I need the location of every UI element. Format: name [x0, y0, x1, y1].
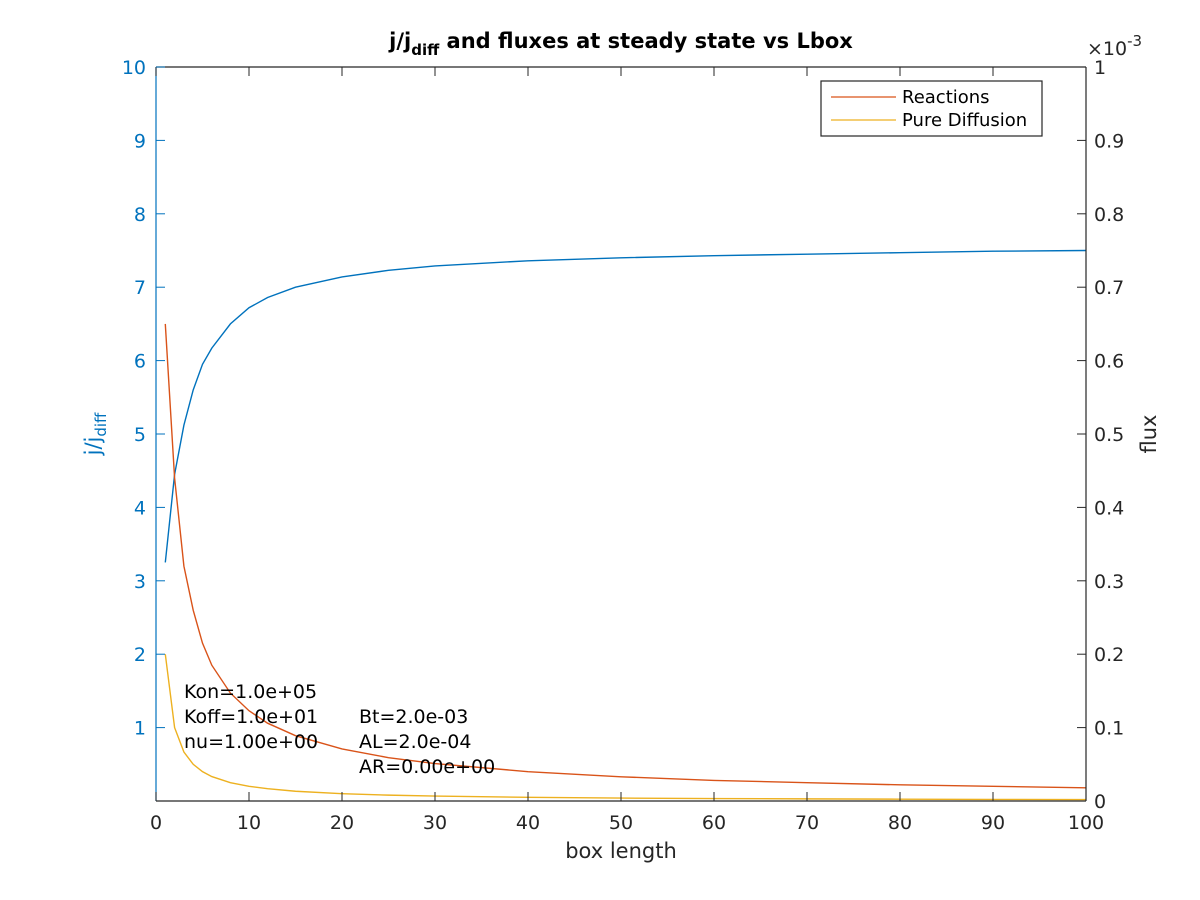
- x-tick-label: 100: [1068, 812, 1104, 834]
- y-right-tick-label: 1: [1094, 57, 1106, 79]
- x-tick-label: 0: [150, 812, 162, 834]
- y-left-tick-label: 4: [134, 497, 146, 519]
- x-tick-label: 70: [795, 812, 819, 834]
- right-axis-exponent-base: ×10: [1087, 38, 1127, 60]
- x-tick-label: 90: [981, 812, 1005, 834]
- parameter-annotations: Kon=1.0e+05 Koff=1.0e+01 nu=1.00e+00 Bt=…: [184, 681, 495, 778]
- x-tick-label: 10: [237, 812, 261, 834]
- chart-title-sub: diff: [411, 41, 440, 59]
- y-right-ticks: 0 0.1 0.2 0.3 0.4 0.5 0.6 0.7 0.8 0.9 1: [1077, 57, 1124, 813]
- legend: Reactions Pure Diffusion: [820, 80, 1043, 137]
- y-right-tick-label: 0.8: [1094, 204, 1124, 226]
- legend-box: [820, 80, 1043, 137]
- series-line-reactions: [164, 323, 1087, 789]
- y-left-label-sub: diff: [92, 412, 110, 437]
- x-tick-label: 30: [423, 812, 447, 834]
- legend-label-reactions: Reactions: [902, 87, 990, 108]
- y-right-tick-label: 0.9: [1094, 130, 1124, 152]
- y-left-ticks: 1 2 3 4 5 6 7 8 9 10: [122, 57, 165, 740]
- y-left-tick-label: 8: [134, 204, 146, 226]
- y-right-tick-label: 0.1: [1094, 718, 1124, 740]
- plot-area: [156, 67, 1086, 801]
- y-left-tick-label: 10: [122, 57, 146, 79]
- x-tick-label: 60: [702, 812, 726, 834]
- series-line-pure-diffusion: [164, 654, 1087, 801]
- x-tick-label: 50: [609, 812, 633, 834]
- y-right-tick-label: 0.7: [1094, 277, 1124, 299]
- chart-title-main: j/j: [388, 29, 411, 53]
- x-tick-label: 80: [888, 812, 912, 834]
- series-group: [164, 249, 1087, 801]
- y-right-tick-label: 0.2: [1094, 644, 1124, 666]
- y-right-tick-label: 0.5: [1094, 424, 1124, 446]
- annotation-ar: AR=0.00e+00: [359, 756, 495, 778]
- y-right-tick-label: 0.6: [1094, 351, 1124, 373]
- y-axis-right-label: flux: [1137, 415, 1161, 454]
- right-axis-exponent: ×10-3: [1087, 32, 1142, 60]
- annotation-koff: Koff=1.0e+01: [184, 706, 318, 728]
- y-left-tick-label: 1: [134, 718, 146, 740]
- y-left-label-main: j/j: [81, 437, 105, 457]
- x-ticks: 0 10 20 30 40 50 60 70 80 90 100: [150, 67, 1104, 834]
- right-axis-exponent-power: -3: [1127, 32, 1142, 50]
- y-left-tick-label: 9: [134, 130, 146, 152]
- legend-label-diffusion: Pure Diffusion: [902, 110, 1027, 131]
- y-left-tick-label: 7: [134, 277, 146, 299]
- y-right-tick-label: 0: [1094, 791, 1106, 813]
- annotation-nu: nu=1.00e+00: [184, 731, 318, 753]
- x-axis-label: box length: [565, 839, 677, 863]
- y-left-tick-label: 6: [134, 351, 146, 373]
- series-line-ratio: [164, 249, 1087, 563]
- chart-title-rest: and fluxes at steady state vs Lbox: [439, 29, 853, 53]
- y-axis-left-label: j/jdiff: [81, 412, 110, 456]
- x-tick-label: 20: [330, 812, 354, 834]
- chart-title: j/jdiff and fluxes at steady state vs Lb…: [388, 29, 853, 59]
- y-right-tick-label: 0.4: [1094, 497, 1124, 519]
- annotation-kon: Kon=1.0e+05: [184, 681, 317, 703]
- y-left-tick-label: 5: [134, 424, 146, 446]
- annotation-bt: Bt=2.0e-03: [359, 706, 468, 728]
- annotation-al: AL=2.0e-04: [359, 731, 471, 753]
- x-tick-label: 40: [516, 812, 540, 834]
- y-left-tick-label: 2: [134, 644, 146, 666]
- y-left-tick-label: 3: [134, 571, 146, 593]
- y-right-tick-label: 0.3: [1094, 571, 1124, 593]
